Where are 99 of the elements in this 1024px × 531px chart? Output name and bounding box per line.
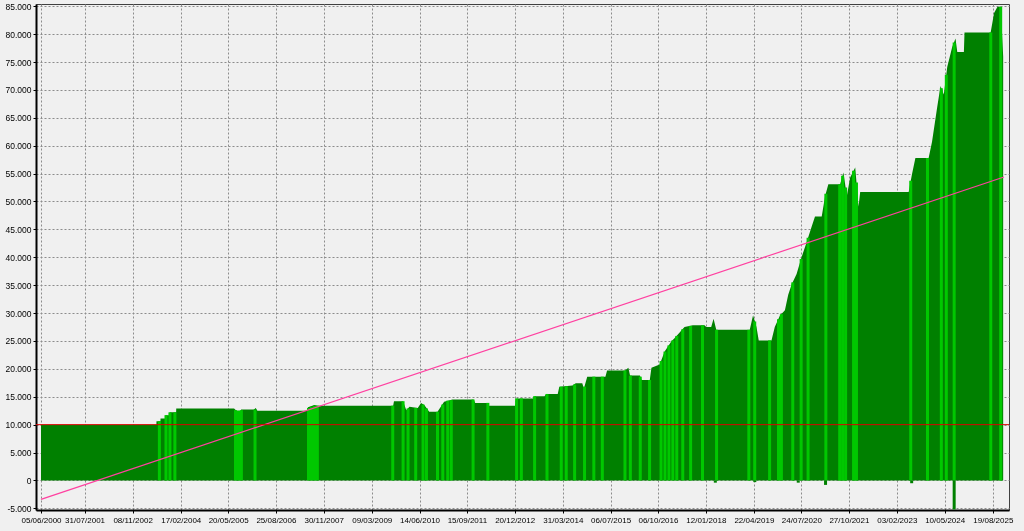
y-tick-label: 15.000 (5, 392, 32, 403)
x-tick-label: 05/06/2000 (21, 515, 63, 525)
bar (701, 325, 705, 481)
bar (446, 400, 450, 481)
y-tick-label: 60.000 (5, 141, 32, 152)
x-tick-label: 31/03/2014 (543, 515, 584, 525)
bar (989, 32, 993, 481)
x-tick-label: 06/07/2015 (591, 515, 632, 525)
bar (681, 329, 685, 481)
y-tick-label: 25.000 (5, 336, 32, 347)
x-tick-label: 15/09/2011 (447, 515, 488, 525)
y-tick-label: 10.000 (5, 420, 32, 431)
bar (623, 370, 627, 481)
x-tick-label: 19/08/2025 (973, 515, 1014, 525)
bar (253, 409, 257, 481)
bar (414, 407, 418, 481)
y-tick-label: 0 (26, 475, 32, 486)
bar (559, 386, 563, 481)
y-tick-label: 70.000 (5, 85, 32, 96)
y-tick-label: 45.000 (5, 224, 32, 235)
bar (533, 396, 537, 481)
bar (824, 480, 828, 485)
bar (852, 170, 856, 481)
x-tick-label: 14/06/2010 (400, 515, 441, 525)
bar (791, 282, 795, 481)
x-tick-label: 30/11/2007 (304, 515, 345, 525)
bar (173, 412, 177, 481)
bar (157, 421, 161, 481)
x-tick-label: 03/02/2023 (877, 515, 918, 525)
y-tick-label: 20.000 (5, 364, 32, 375)
bar (486, 402, 490, 481)
x-tick-label: 31/07/2001 (65, 515, 106, 525)
bar (471, 399, 475, 481)
bar (519, 398, 523, 481)
bar (436, 411, 440, 481)
bar (628, 375, 632, 481)
y-tick-label: 65.000 (5, 113, 32, 124)
bar (424, 408, 428, 481)
bar (944, 74, 948, 481)
x-tick-label: 25/08/2006 (256, 515, 297, 525)
y-tick-label: -5.000 (7, 503, 32, 514)
bar (715, 329, 719, 481)
bar (806, 237, 810, 481)
bar (583, 386, 587, 481)
bar (909, 180, 913, 481)
bar (515, 398, 519, 481)
y-tick-label: 35.000 (5, 280, 32, 291)
bar (952, 480, 956, 510)
bar (164, 415, 168, 481)
x-tick-label: 08/11/2002 (113, 515, 154, 525)
bar (573, 384, 577, 481)
bar (315, 405, 319, 481)
bar (824, 193, 828, 481)
bar (421, 404, 425, 481)
bar (449, 400, 453, 481)
x-tick-label: 20/05/2005 (208, 515, 250, 525)
y-tick-label: 5.000 (10, 448, 32, 459)
x-tick-label: 17/02/2004 (161, 515, 202, 525)
y-tick-label: 40.000 (5, 252, 32, 263)
bar (306, 407, 310, 481)
y-tick-label: 30.000 (5, 308, 32, 319)
y-tick-label: 55.000 (5, 169, 32, 180)
bar (648, 380, 652, 481)
bar (545, 393, 549, 481)
bar (747, 329, 751, 481)
bar (952, 42, 956, 481)
bar (675, 335, 679, 481)
bar (441, 404, 445, 481)
x-tick-label: 09/03/2009 (352, 515, 393, 525)
bar (233, 410, 237, 481)
bar (768, 340, 772, 481)
bar (600, 376, 604, 481)
bar (564, 386, 568, 481)
bar (671, 340, 675, 481)
bar (592, 376, 596, 481)
x-tick-label: 24/07/2020 (781, 515, 823, 525)
x-tick-label: 20/12/2012 (495, 515, 536, 525)
bar (391, 405, 395, 481)
bar (638, 376, 642, 481)
bar (406, 408, 410, 481)
bar (401, 401, 405, 481)
y-tick-label: 75.000 (5, 57, 32, 68)
y-tick-label: 80.000 (5, 29, 32, 40)
bar (799, 258, 803, 481)
x-tick-label: 06/10/2016 (638, 515, 680, 525)
y-tick-label: 50.000 (5, 196, 32, 207)
bar (168, 412, 172, 481)
x-tick-label: 27/10/2021 (829, 515, 870, 525)
bar (239, 410, 243, 481)
x-tick-label: 10/05/2024 (925, 515, 966, 525)
bar (925, 157, 929, 481)
y-tick-label: 85.000 (5, 1, 32, 12)
bar (999, 6, 1003, 481)
x-tick-label: 22/04/2019 (734, 515, 775, 525)
bar (753, 321, 757, 481)
x-tick-label: 12/01/2018 (686, 515, 727, 525)
bar (689, 325, 693, 481)
bar (779, 314, 783, 481)
bar (939, 88, 943, 481)
